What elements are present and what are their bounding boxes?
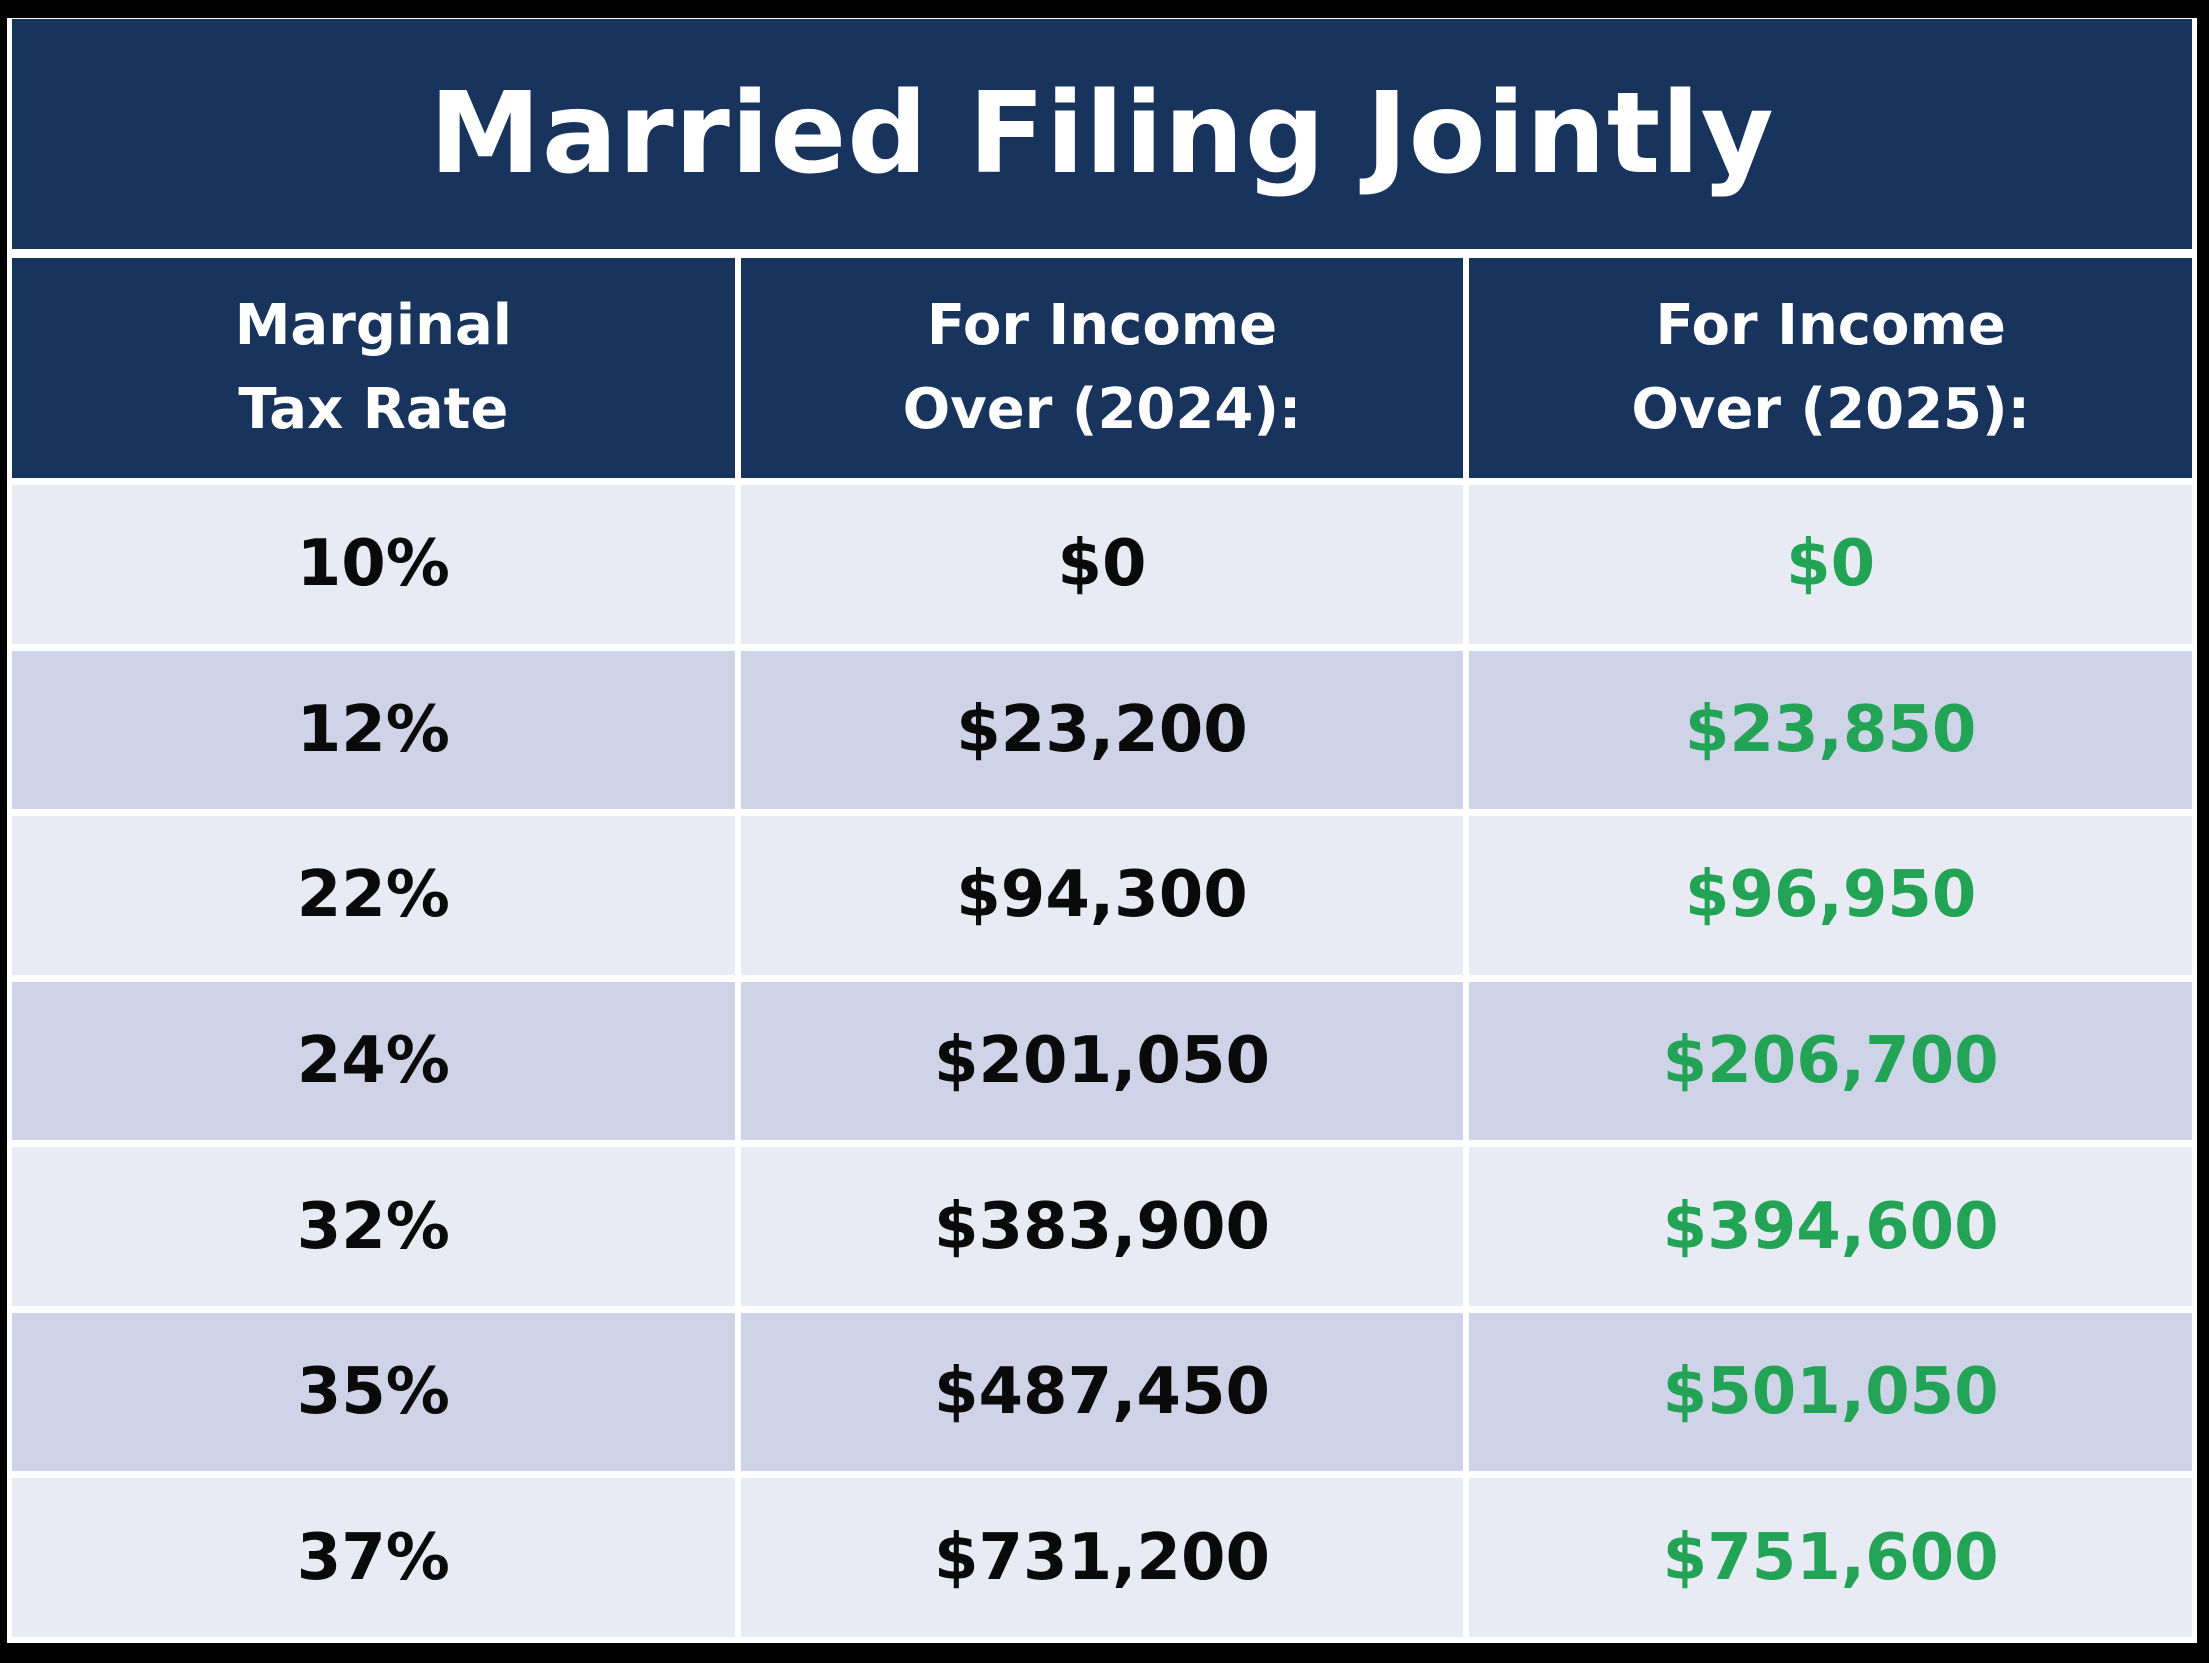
header-line: For Income bbox=[926, 293, 1278, 358]
header-line: Over (2024): bbox=[902, 377, 1302, 442]
income-2025-cell: $0 bbox=[1469, 485, 2193, 644]
table-header-row: Marginal Tax Rate For Income Over (2024)… bbox=[12, 258, 2193, 478]
income-2024-cell: $731,200 bbox=[740, 1478, 1464, 1638]
income-2025-cell: $394,600 bbox=[1469, 1147, 2193, 1306]
table-row: 12% $23,200 $23,850 bbox=[12, 650, 2193, 810]
table-row: 10% $0 $0 bbox=[12, 485, 2193, 644]
income-2024-cell: $487,450 bbox=[740, 1312, 1464, 1472]
income-2024-cell: $383,900 bbox=[740, 1147, 1464, 1306]
table-title-bar: Married Filing Jointly bbox=[12, 19, 2192, 249]
rate-cell: 12% bbox=[12, 650, 735, 810]
header-income-2025: For Income Over (2025): bbox=[1469, 258, 2193, 478]
tax-table-card: Married Filing Jointly Marginal Tax Rate… bbox=[7, 18, 2197, 1643]
header-line: Over (2025): bbox=[1631, 377, 2030, 442]
rate-cell: 10% bbox=[12, 485, 735, 644]
table-row: 24% $201,050 $206,700 bbox=[12, 981, 2193, 1141]
table-row: 22% $94,300 $96,950 bbox=[12, 816, 2193, 975]
table-row: 32% $383,900 $394,600 bbox=[12, 1147, 2193, 1306]
income-2025-cell: $751,600 bbox=[1469, 1478, 2193, 1638]
rate-cell: 37% bbox=[12, 1478, 735, 1638]
income-2025-cell: $501,050 bbox=[1469, 1312, 2193, 1472]
header-line: Tax Rate bbox=[238, 377, 509, 442]
income-2024-cell: $201,050 bbox=[740, 981, 1464, 1141]
income-2025-cell: $23,850 bbox=[1469, 650, 2193, 810]
header-marginal-tax-rate: Marginal Tax Rate bbox=[12, 258, 735, 478]
table-row: 37% $731,200 $751,600 bbox=[12, 1478, 2193, 1638]
header-line: For Income bbox=[1655, 293, 2006, 358]
income-2024-cell: $23,200 bbox=[740, 650, 1464, 810]
income-2024-cell: $94,300 bbox=[740, 816, 1464, 975]
rate-cell: 32% bbox=[12, 1147, 735, 1306]
page-title: Married Filing Jointly bbox=[429, 69, 1775, 199]
table-row: 35% $487,450 $501,050 bbox=[12, 1312, 2193, 1472]
rate-cell: 24% bbox=[12, 981, 735, 1141]
income-2025-cell: $96,950 bbox=[1469, 816, 2193, 975]
income-2024-cell: $0 bbox=[740, 485, 1464, 644]
income-2025-cell: $206,700 bbox=[1469, 981, 2193, 1141]
rate-cell: 22% bbox=[12, 816, 735, 975]
header-income-2024: For Income Over (2024): bbox=[740, 258, 1464, 478]
rate-cell: 35% bbox=[12, 1312, 735, 1472]
header-line: Marginal bbox=[234, 293, 512, 358]
